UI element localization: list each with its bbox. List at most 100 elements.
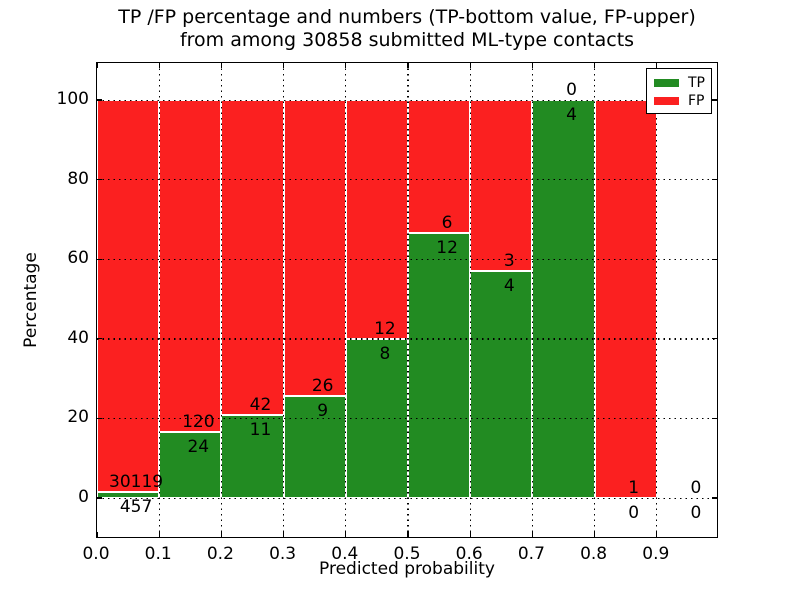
vertical-gridline <box>158 63 160 537</box>
vertical-gridline <box>282 63 285 537</box>
x-tick-label: 0.7 <box>517 544 545 564</box>
x-tick-mark <box>158 532 160 537</box>
horizontal-gridline <box>97 417 717 420</box>
y-tick-label: 20 <box>67 407 89 428</box>
fp-count-label: 30119 <box>109 472 164 493</box>
tp-count-label: 0 <box>690 503 702 523</box>
fp-count-label: 6 <box>441 212 453 233</box>
fp-bar <box>345 100 408 339</box>
y-tick-mark <box>97 497 102 499</box>
x-tick-mark <box>220 532 223 537</box>
x-tick-mark <box>96 532 98 537</box>
tp-bar <box>283 395 346 498</box>
horizontal-gridline <box>97 258 717 261</box>
x-axis-label: Predicted probability <box>319 559 495 579</box>
x-tick-mark-top <box>282 63 285 68</box>
fp-count-label: 120 <box>182 411 215 432</box>
y-tick-mark <box>97 178 102 181</box>
legend: TP FP <box>646 68 712 114</box>
x-tick-label: 0.5 <box>393 544 421 564</box>
x-tick-mark-top <box>345 63 347 68</box>
tp-bar <box>532 100 595 498</box>
legend-label-tp: TP <box>688 75 705 91</box>
y-tick-label: 100 <box>56 89 89 109</box>
y-tick-label: 60 <box>67 248 89 269</box>
tp-count-label: 457 <box>119 497 153 518</box>
tp-count-label: 24 <box>187 436 210 457</box>
x-tick-mark-top <box>96 63 98 68</box>
fp-bar <box>159 100 222 432</box>
tp-count-label: 11 <box>249 420 272 441</box>
tp-count-label: 9 <box>317 400 329 421</box>
x-tick-label: 0.9 <box>642 544 670 564</box>
legend-label-fp: FP <box>688 93 705 109</box>
tp-count-label: 8 <box>379 343 391 364</box>
horizontal-gridline <box>97 179 717 181</box>
x-tick-label: 0.2 <box>206 544 234 564</box>
x-tick-mark-top <box>469 63 471 68</box>
tp-count-label: 12 <box>436 237 458 258</box>
x-tick-mark-top <box>531 63 534 68</box>
y-tick-mark <box>97 417 102 420</box>
y-axis-label: Percentage <box>21 252 41 348</box>
y-tick-label: 40 <box>67 327 89 348</box>
fp-count-label: 12 <box>374 318 396 339</box>
y-tick-mark-right <box>712 497 717 499</box>
fp-bar <box>408 100 471 233</box>
x-tick-mark-top <box>656 63 658 68</box>
fp-count-label: 42 <box>249 395 272 416</box>
x-tick-label: 0.1 <box>144 544 172 564</box>
legend-swatch-tp-icon <box>654 79 679 87</box>
fp-count-label: 0 <box>566 80 577 100</box>
vertical-gridline <box>220 63 223 537</box>
horizontal-gridline <box>97 497 717 499</box>
vertical-gridline <box>593 63 596 537</box>
vertical-gridline <box>656 63 658 537</box>
x-tick-mark <box>345 532 347 537</box>
fp-bar <box>470 100 533 271</box>
fp-bar <box>97 100 160 493</box>
x-tick-label: 0.3 <box>269 544 297 564</box>
fp-bar <box>221 100 284 416</box>
x-tick-mark-top <box>407 63 409 68</box>
x-tick-label: 0.0 <box>82 544 110 564</box>
y-tick-label: 80 <box>67 168 89 189</box>
x-tick-mark-top <box>220 63 223 68</box>
x-tick-mark <box>469 532 471 537</box>
x-tick-mark <box>407 532 409 537</box>
legend-entry-fp: FP <box>654 92 711 110</box>
x-tick-label: 0.6 <box>455 544 483 564</box>
y-tick-mark <box>97 99 102 101</box>
horizontal-gridline <box>97 338 717 340</box>
y-tick-label: 0 <box>78 487 89 507</box>
chart-title: TP /FP percentage and numbers (TP-bottom… <box>96 6 718 52</box>
vertical-gridline <box>345 63 347 537</box>
tp-count-label: 0 <box>628 503 640 523</box>
y-tick-mark-right <box>712 178 717 181</box>
x-tick-mark <box>531 532 534 537</box>
horizontal-gridline <box>97 99 717 101</box>
fp-count-label: 26 <box>311 375 334 396</box>
x-tick-mark-top <box>158 63 160 68</box>
fp-bar <box>594 100 657 498</box>
x-tick-mark <box>656 532 658 537</box>
tp-bar <box>408 232 471 498</box>
plot-area: 30119 457 120 24 42 11 26 9 12 8 6 12 3 4 0 4 1 0 0 0 TP FP <box>96 62 718 538</box>
y-tick-mark <box>97 258 102 260</box>
fp-count-label: 1 <box>628 478 640 498</box>
x-tick-mark <box>282 532 285 537</box>
fp-bar <box>283 100 346 396</box>
x-tick-label: 0.4 <box>331 544 359 564</box>
x-tick-label: 0.8 <box>580 544 608 564</box>
vertical-gridline <box>407 63 409 537</box>
vertical-gridline <box>469 63 471 537</box>
fp-count-label: 3 <box>503 250 515 271</box>
tp-count-label: 4 <box>503 275 515 296</box>
chart-title-line2: from among 30858 submitted ML-type conta… <box>179 29 635 51</box>
y-tick-mark-right <box>712 258 717 260</box>
tp-bar <box>470 270 533 498</box>
vertical-gridline <box>531 63 534 537</box>
x-tick-mark <box>593 532 596 537</box>
legend-entry-tp: TP <box>654 74 711 92</box>
